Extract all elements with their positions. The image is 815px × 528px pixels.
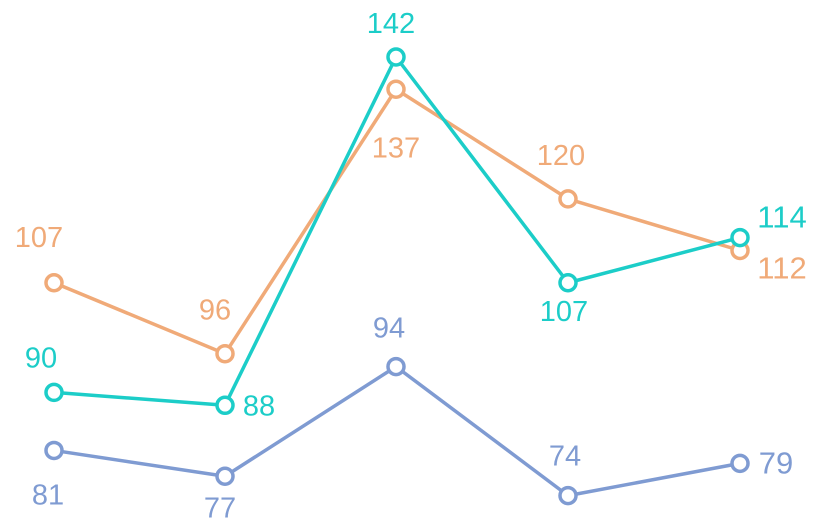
series-points	[44, 47, 750, 506]
series-line-3	[53, 364, 741, 498]
data-label-1-5: 112	[757, 251, 806, 286]
data-point-2-3	[386, 47, 406, 67]
data-point-1-4	[558, 189, 578, 209]
data-label-2-5: 114	[757, 200, 806, 235]
data-point-1-2	[215, 343, 235, 364]
data-label-2-1: 90	[25, 342, 57, 374]
data-point-2-5	[730, 227, 750, 248]
data-label-2-2: 88	[243, 390, 275, 422]
data-point-2-4	[558, 273, 578, 293]
data-point-2-1	[44, 382, 64, 403]
data-label-2-4: 107	[540, 296, 588, 328]
series-line-2	[53, 55, 741, 408]
data-point-3-2	[215, 466, 235, 486]
data-label-1-4: 120	[537, 140, 585, 172]
data-point-3-3	[386, 356, 406, 377]
data-point-1-3	[386, 79, 406, 99]
data-labels: 107 96 137 120 112 90 88 142 107 114 81 77 94 74 79	[15, 8, 807, 524]
data-label-3-1: 81	[32, 479, 64, 511]
data-label-3-3: 94	[373, 313, 405, 345]
data-point-3-4	[558, 485, 578, 506]
data-label-3-5: 79	[759, 445, 793, 480]
data-point-2-2	[215, 395, 235, 416]
data-point-3-5	[730, 453, 750, 474]
series-lines	[53, 55, 741, 498]
data-label-3-4: 74	[549, 441, 581, 473]
data-label-3-2: 77	[204, 492, 236, 524]
data-label-1-3: 137	[372, 132, 420, 164]
data-point-3-1	[44, 440, 64, 461]
data-label-1-1: 107	[15, 222, 63, 254]
data-point-1-1	[44, 273, 64, 293]
data-label-2-3: 142	[367, 8, 415, 40]
data-label-1-2: 96	[199, 295, 231, 327]
